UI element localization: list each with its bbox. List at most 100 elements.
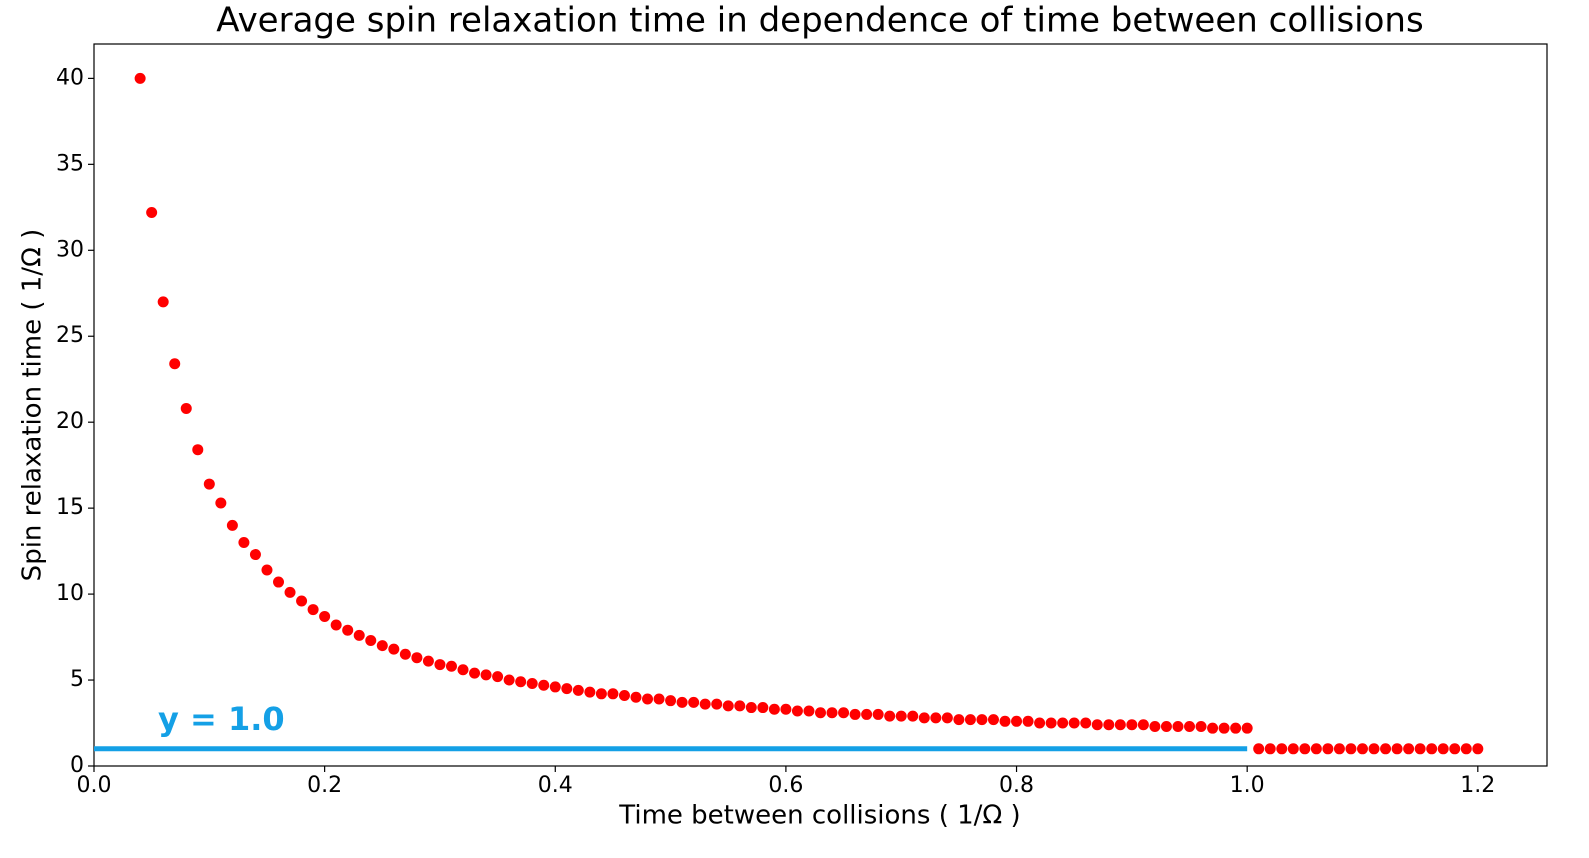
point [261, 564, 273, 576]
point [722, 700, 734, 712]
point [918, 712, 930, 724]
point [618, 690, 630, 702]
point [711, 698, 723, 710]
point [388, 643, 400, 655]
point [330, 619, 342, 631]
point [376, 640, 388, 652]
point [595, 688, 607, 700]
y-tick-label: 5 [70, 667, 84, 692]
point [1426, 743, 1438, 755]
point [134, 72, 146, 84]
point [1022, 715, 1034, 727]
plot-frame [93, 43, 1548, 767]
point [665, 695, 677, 707]
point [1299, 743, 1311, 755]
point [826, 707, 838, 719]
x-tick-label: 0.2 [307, 773, 342, 798]
point [296, 595, 308, 607]
point [526, 677, 538, 689]
point [1091, 719, 1103, 731]
point [630, 691, 642, 703]
point [1103, 719, 1115, 731]
point [1276, 743, 1288, 755]
point [561, 683, 573, 695]
point [1460, 743, 1472, 755]
point [1472, 743, 1484, 755]
point [999, 715, 1011, 727]
point [734, 700, 746, 712]
point [226, 519, 238, 531]
point [273, 576, 285, 588]
point [538, 679, 550, 691]
point [146, 206, 158, 218]
point [284, 586, 296, 598]
point [1322, 743, 1334, 755]
point [653, 693, 665, 705]
point [757, 702, 769, 714]
point [1403, 743, 1415, 755]
point [1449, 743, 1461, 755]
point [1230, 722, 1242, 734]
point [399, 648, 411, 660]
point [469, 667, 481, 679]
point [815, 707, 826, 719]
x-tick-label: 1.2 [1460, 773, 1495, 798]
point [1114, 719, 1126, 731]
point [1391, 743, 1403, 755]
point [1126, 719, 1138, 731]
point [1264, 743, 1276, 755]
point [688, 696, 700, 708]
point [1057, 717, 1069, 729]
point [872, 708, 884, 720]
point [642, 693, 654, 705]
point [457, 664, 469, 676]
point [930, 712, 942, 724]
point [1380, 743, 1392, 755]
x-tick-label: 1.0 [1230, 773, 1265, 798]
point [307, 604, 319, 616]
point [549, 681, 561, 693]
point [861, 708, 873, 720]
point [941, 712, 953, 724]
point [895, 710, 907, 722]
x-tick-label: 0.4 [538, 773, 573, 798]
x-axis-label: Time between collisions ( 1/Ω ) [618, 801, 1020, 831]
point [953, 714, 965, 726]
y-tick-label: 40 [56, 65, 84, 90]
point [964, 714, 976, 726]
point [1241, 722, 1253, 734]
chart-title: Average spin relaxation time in dependen… [216, 1, 1423, 41]
point [1172, 720, 1184, 732]
point [1356, 743, 1368, 755]
point [1045, 717, 1057, 729]
point [699, 698, 711, 710]
point [1195, 720, 1207, 732]
point [1080, 717, 1092, 729]
point [572, 684, 584, 696]
y-tick-label: 15 [56, 495, 84, 520]
point [492, 671, 504, 683]
point [607, 688, 619, 700]
point [422, 655, 434, 667]
y-tick-label: 25 [56, 323, 84, 348]
point [584, 686, 596, 698]
point [803, 705, 815, 717]
point [238, 537, 250, 549]
point [745, 702, 757, 714]
y-axis-label: Spin relaxation time ( 1/Ω ) [18, 229, 48, 582]
point [976, 714, 988, 726]
point [342, 624, 354, 636]
point [780, 703, 792, 715]
point [1160, 720, 1172, 732]
point [791, 705, 803, 717]
point [1310, 743, 1322, 755]
point [503, 674, 515, 686]
point [676, 696, 688, 708]
point [434, 659, 446, 671]
point [515, 676, 527, 688]
y-tick-label: 0 [70, 753, 84, 778]
point [1149, 720, 1161, 732]
x-tick-label: 0.6 [768, 773, 803, 798]
point [1345, 743, 1357, 755]
point [849, 708, 861, 720]
